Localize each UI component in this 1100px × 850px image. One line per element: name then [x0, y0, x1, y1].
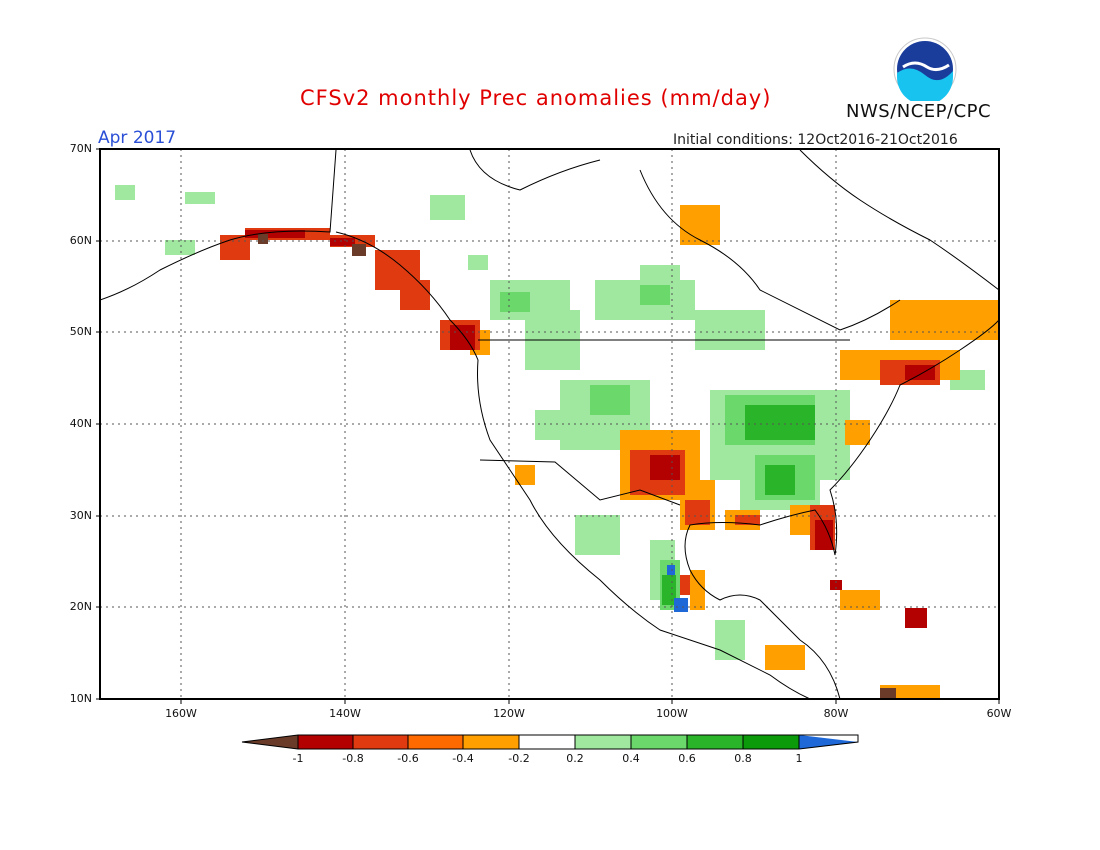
- colorbar-cell: [687, 735, 743, 749]
- colorbar-label: 0.8: [734, 752, 752, 765]
- anomaly-field: [115, 185, 999, 699]
- lat-label: 20N: [69, 600, 92, 613]
- lat-label: 70N: [69, 142, 92, 155]
- forecast-period: Apr 2017: [98, 128, 177, 148]
- colorbar-cell: [799, 735, 858, 749]
- map-title: CFSv2 monthly Prec anomalies (mm/day): [300, 86, 772, 110]
- lat-label: 50N: [69, 325, 92, 338]
- lon-label: 120W: [493, 707, 525, 720]
- colorbar-label: 0.6: [678, 752, 696, 765]
- lat-label: 30N: [69, 509, 92, 522]
- colorbar-cell: [353, 735, 408, 749]
- colorbar-label: -1: [292, 752, 304, 765]
- colorbar-cell: [298, 735, 353, 749]
- graticule: [100, 149, 999, 699]
- colorbar-label: 0.4: [622, 752, 640, 765]
- initial-conditions: Initial conditions: 12Oct2016-21Oct2016: [673, 132, 958, 148]
- axis-ticks: [96, 148, 1000, 704]
- colorbar-cell: [463, 735, 519, 749]
- lat-label: 10N: [69, 692, 92, 705]
- colorbar-cell: [242, 735, 298, 749]
- colorbar-label: 1: [795, 752, 803, 765]
- colorbar-label: -0.2: [508, 752, 530, 765]
- colorbar-label: -0.8: [342, 752, 364, 765]
- colorbar-cell: [575, 735, 631, 749]
- colorbar-cell: [743, 735, 799, 749]
- lon-label: 60W: [986, 707, 1012, 720]
- lat-label: 60N: [69, 234, 92, 247]
- colorbar-cell: [519, 735, 575, 749]
- noaa-logo-icon: [893, 37, 957, 101]
- lon-label: 140W: [329, 707, 361, 720]
- agency-label: NWS/NCEP/CPC: [846, 101, 992, 122]
- lon-label: 100W: [656, 707, 688, 720]
- lon-label: 160W: [165, 707, 197, 720]
- coastlines: [100, 149, 999, 699]
- colorbar-label: -0.4: [452, 752, 474, 765]
- lat-label: 40N: [69, 417, 92, 430]
- colorbar-label: 0.2: [566, 752, 584, 765]
- colorbar: [241, 734, 859, 750]
- colorbar-label: -0.6: [397, 752, 419, 765]
- lon-label: 80W: [823, 707, 849, 720]
- colorbar-cell: [408, 735, 463, 749]
- colorbar-cell: [631, 735, 687, 749]
